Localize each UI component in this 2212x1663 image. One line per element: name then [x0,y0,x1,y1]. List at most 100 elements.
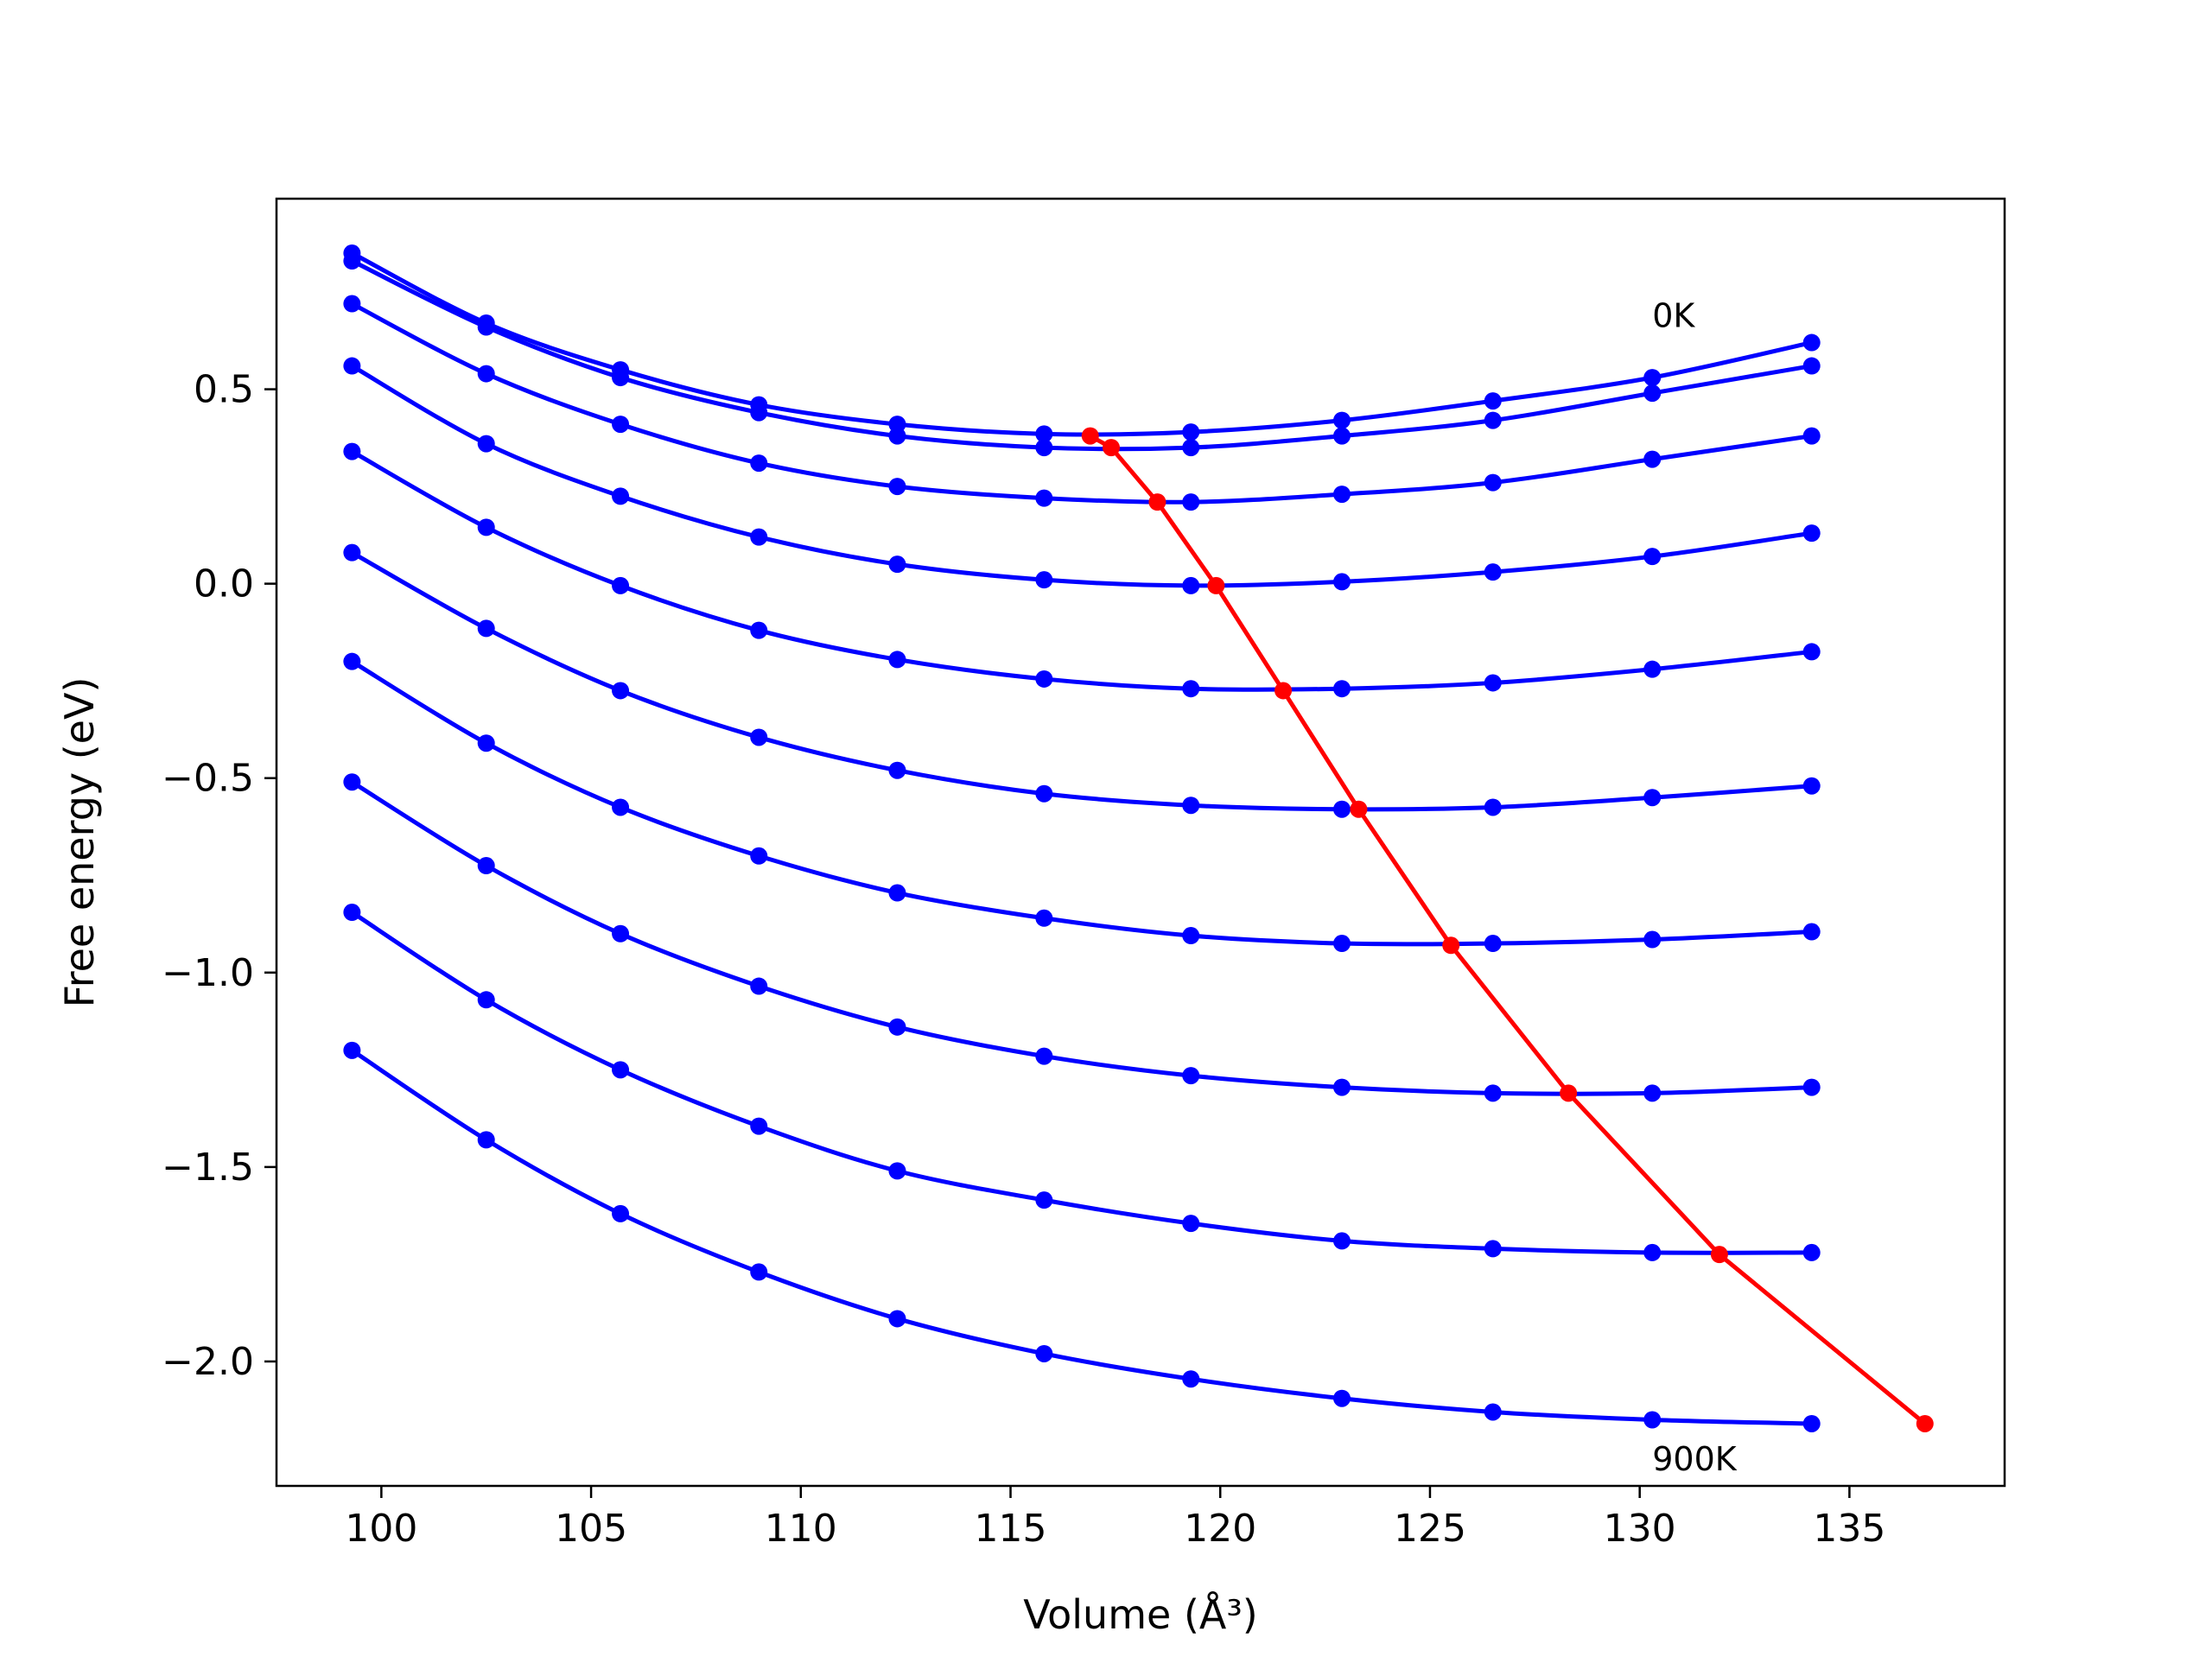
series-6-point-6 [1182,927,1200,945]
series-5-point-3 [750,728,768,746]
series-8-point-10 [1802,1243,1821,1261]
series-5-point-7 [1333,800,1351,818]
x-tick-label-130: 130 [1604,1507,1676,1551]
series-1-point-5 [1035,425,1053,443]
series-8-point-1 [477,991,495,1009]
y-tick-label-3: −1.0 [162,951,254,995]
series-6-point-1 [477,734,495,752]
minimum-curve-point-4 [1274,682,1293,700]
series-3-point-4 [888,555,906,574]
series-7-point-9 [1643,1084,1662,1102]
series-7-point-7 [1333,1078,1351,1096]
series-6-point-9 [1643,930,1662,949]
x-tick-label-125: 125 [1394,1507,1466,1551]
series-1-point-4 [888,416,906,434]
series-5-point-4 [888,761,906,779]
series-9-point-7 [1333,1389,1351,1407]
series-1-point-7 [1333,411,1351,429]
minimum-curve-point-0 [1081,427,1099,445]
series-4-point-8 [1484,674,1502,692]
series-0-point-7 [1333,427,1351,445]
minimum-curve-point-6 [1442,936,1460,955]
series-6-point-5 [1035,909,1053,927]
series-2-point-4 [888,478,906,496]
series-8-point-0 [343,904,361,922]
series-7-point-6 [1182,1067,1200,1085]
series-8-point-4 [888,1162,906,1180]
series-layer [343,244,1821,1432]
series-7-point-4 [888,1018,906,1036]
series-4-point-9 [1643,660,1662,678]
series-1-point-3 [750,396,768,414]
x-tick-label-115: 115 [975,1507,1047,1551]
x-tick-label-110: 110 [765,1507,837,1551]
series-9-point-6 [1182,1370,1200,1388]
series-7-point-3 [750,977,768,995]
series-0-point-10 [1802,357,1821,375]
minimum-curve-layer [1081,427,1934,1432]
series-2-point-2 [612,416,630,434]
y-tick-label-4: −1.5 [162,1146,254,1190]
series-7-point-8 [1484,1084,1502,1102]
y-tick-label-2: −0.5 [162,757,254,801]
x-axis-ticks: 100 105 110 115 120 125 130 135 [345,1486,1885,1551]
plot-frame [275,197,2006,1488]
series-1-point-2 [612,361,630,379]
series-4-point-3 [750,621,768,639]
x-tick-label-135: 135 [1813,1507,1885,1551]
series-9-point-10 [1802,1414,1821,1432]
y-tick-label-0: 0.5 [194,368,254,412]
series-3-point-3 [750,528,768,546]
minimum-curve-point-9 [1916,1414,1934,1432]
series-8-point-2 [612,1061,630,1079]
series-7-point-2 [612,924,630,943]
series-1-point-6 [1182,423,1200,441]
series-1-point-8 [1484,392,1502,410]
series-9-point-0 [343,1041,361,1059]
series-9-point-2 [612,1204,630,1222]
annotations: 0K 900K [1652,297,1738,1478]
series-8-point-3 [750,1117,768,1135]
series-3-point-9 [1643,548,1662,566]
y-tick-label-1: 0.0 [194,562,254,606]
series-5-point-1 [477,619,495,638]
minimum-curve-point-8 [1710,1246,1728,1264]
series-1-point-1 [477,314,495,333]
series-2-point-0 [343,295,361,313]
series-9-point-5 [1035,1344,1053,1362]
series-8-point-9 [1643,1243,1662,1261]
series-7-point-0 [343,773,361,791]
series-2-point-7 [1333,486,1351,504]
series-9-point-4 [888,1310,906,1328]
series-3-point-1 [477,435,495,453]
series-4-point-0 [343,442,361,460]
series-7-point-1 [477,857,495,875]
x-tick-label-100: 100 [345,1507,417,1551]
series-4-point-1 [477,518,495,536]
series-3-point-2 [612,487,630,505]
minimum-curve-point-7 [1560,1084,1578,1102]
series-7-point-5 [1035,1047,1053,1065]
series-2-point-10 [1802,427,1821,445]
series-2-point-3 [750,454,768,473]
minimum-curve-point-2 [1148,493,1166,511]
series-2-point-9 [1643,450,1662,468]
series-5-point-2 [612,682,630,700]
y-tick-label-5: −2.0 [162,1340,254,1384]
series-8-point-5 [1035,1191,1053,1209]
series-9-point-1 [477,1131,495,1149]
series-1-point-9 [1643,369,1662,387]
series-0-point-6 [1182,439,1200,457]
minimum-curve-point-1 [1103,439,1121,457]
series-4-point-5 [1035,670,1053,688]
series-6-point-0 [343,652,361,670]
minimum-curve-line [1089,434,1927,1425]
series-6-point-3 [750,847,768,865]
series-6-point-2 [612,798,630,816]
minimum-curve-point-5 [1350,800,1368,818]
series-5-point-8 [1484,798,1502,816]
series-3-point-0 [343,357,361,375]
